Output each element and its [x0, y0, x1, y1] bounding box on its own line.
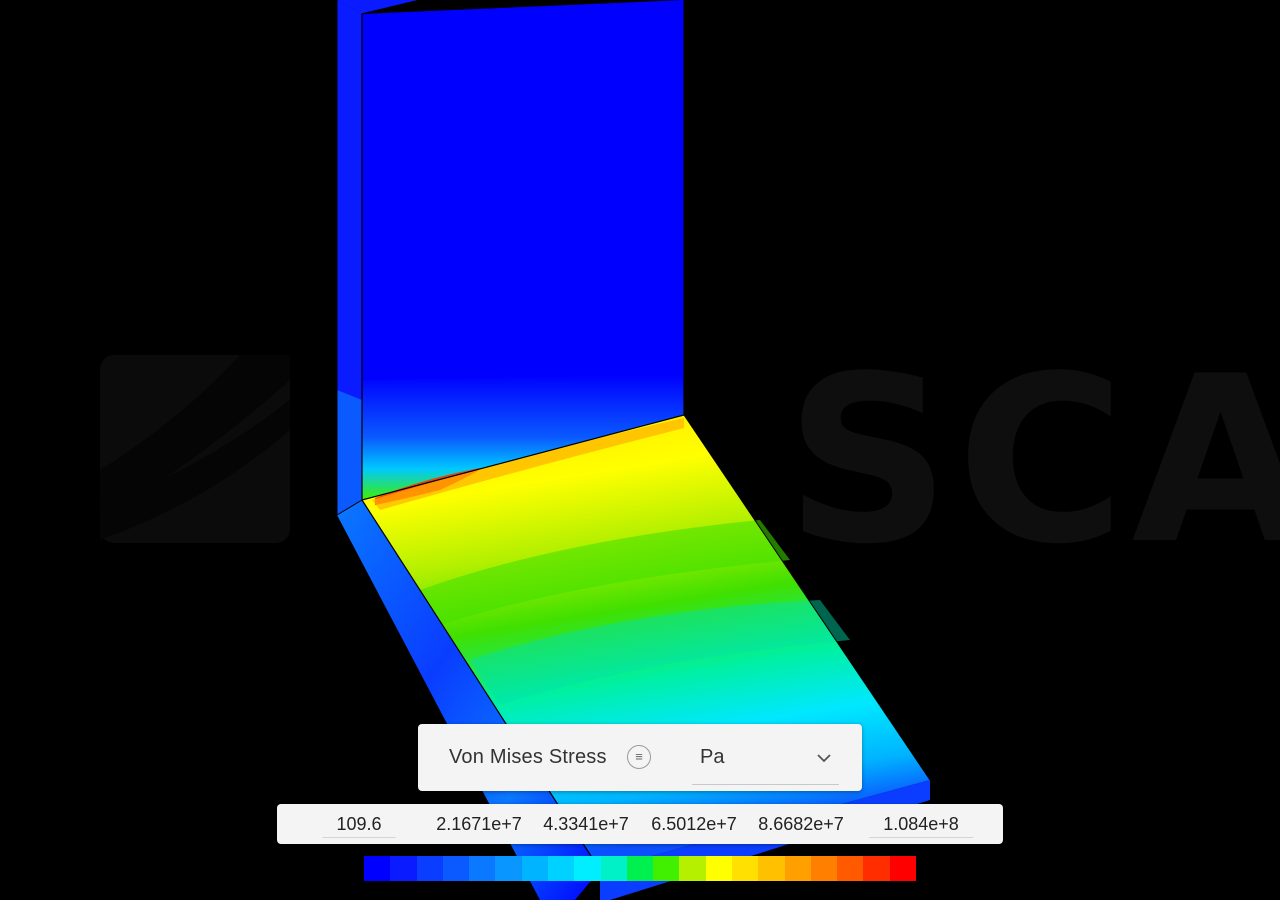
list-icon[interactable]: ≡ [627, 745, 651, 769]
legend-color-swatch [705, 856, 732, 881]
legend-color-bar [364, 856, 916, 881]
chevron-down-icon [817, 754, 831, 763]
unit-dropdown[interactable]: Pa [692, 734, 839, 785]
legend-color-swatch [679, 856, 706, 881]
legend-color-swatch [416, 856, 443, 881]
legend-color-swatch [889, 856, 916, 881]
legend-tick-label: 8.6682e+7 [758, 814, 844, 834]
legend-color-swatch [626, 856, 654, 881]
legend-color-swatch [784, 856, 811, 881]
legend-color-swatch [521, 856, 548, 881]
watermark-logo: SCALE [100, 328, 1280, 595]
bracket-model[interactable] [336, 0, 931, 900]
legend-color-swatch [442, 856, 470, 881]
result-field-label[interactable]: Von Mises Stress [449, 746, 607, 768]
legend-color-swatch [600, 856, 627, 881]
result-field-panel: Von Mises Stress ≡ Pa [418, 724, 862, 791]
legend-tick-label: 6.5012e+7 [651, 814, 737, 834]
legend-color-swatch [863, 856, 890, 881]
legend-color-swatch [547, 856, 575, 881]
legend-color-swatch [810, 856, 838, 881]
legend-color-swatch [495, 856, 522, 881]
legend-max-input[interactable]: 1.084e+8 [869, 814, 973, 838]
legend-color-swatch [837, 856, 864, 881]
unit-value: Pa [700, 746, 725, 768]
legend-color-swatch [469, 856, 496, 881]
legend-tick-label: 2.1671e+7 [436, 814, 522, 834]
legend-color-swatch [731, 856, 759, 881]
watermark-text: SCALE [785, 328, 1280, 595]
legend-scale: 109.6 2.1671e+7 4.3341e+7 6.5012e+7 8.66… [277, 804, 1003, 844]
legend-color-swatch [758, 856, 785, 881]
legend-color-swatch [364, 856, 391, 881]
legend-color-swatch [574, 856, 601, 881]
legend-color-swatch [390, 856, 417, 881]
legend-min-input[interactable]: 109.6 [322, 814, 396, 838]
legend-tick-label: 4.3341e+7 [543, 814, 629, 834]
legend-color-swatch [653, 856, 680, 881]
